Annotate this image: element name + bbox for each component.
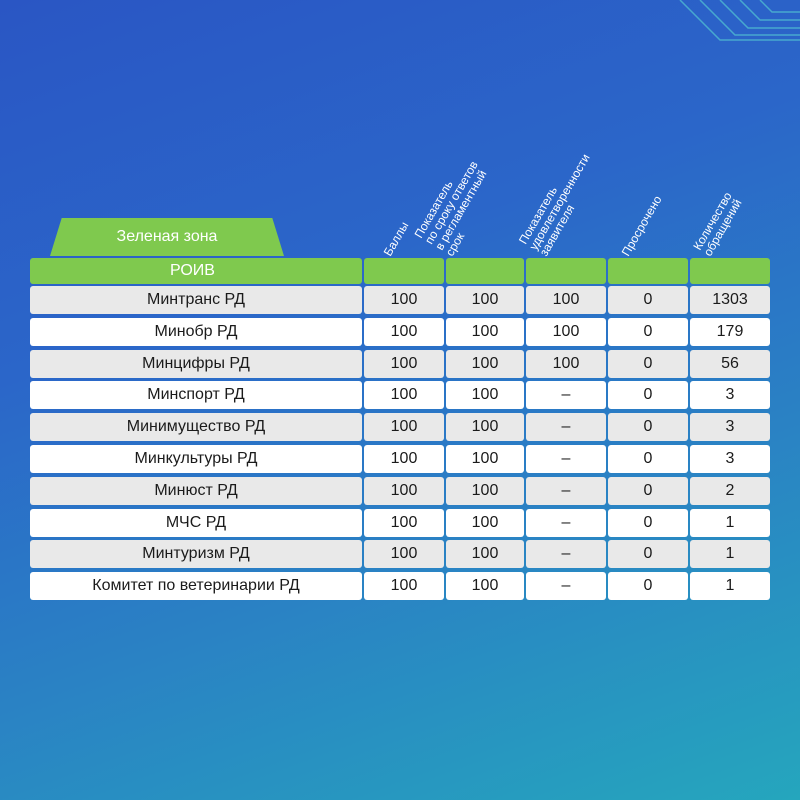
- column-header-overdue: Просрочено: [619, 193, 665, 258]
- cell-count: 1: [690, 509, 770, 537]
- zone-label-tab: Зеленая зона: [50, 218, 284, 256]
- cell-name: Минобр РД: [30, 318, 362, 346]
- cell-count: 179: [690, 318, 770, 346]
- cell-count: 56: [690, 350, 770, 378]
- cell-overdue: 0: [608, 350, 688, 378]
- cell-overdue: 0: [608, 381, 688, 409]
- cell-overdue: 0: [608, 572, 688, 600]
- cell-score: 100: [364, 477, 444, 505]
- group-header-cell: [364, 258, 444, 284]
- cell-count: 3: [690, 445, 770, 473]
- cell-count: 3: [690, 413, 770, 441]
- cell-score: 100: [364, 445, 444, 473]
- column-header-timely-response: Показатель по сроку ответов в регламентн…: [412, 159, 490, 259]
- cell-name: Минтранс РД: [30, 286, 362, 314]
- column-header-request-count: Количество обращений: [690, 190, 744, 259]
- cell-score: 100: [364, 286, 444, 314]
- cell-overdue: 0: [608, 286, 688, 314]
- group-label: РОИВ: [30, 258, 362, 284]
- column-header-score: Баллы: [381, 219, 412, 258]
- cell-count: 2: [690, 477, 770, 505]
- group-header-cell: [608, 258, 688, 284]
- cell-satisfaction: 100: [526, 286, 606, 314]
- cell-overdue: 0: [608, 540, 688, 568]
- cell-satisfaction: 100: [526, 318, 606, 346]
- cell-timely: 100: [446, 413, 524, 441]
- cell-satisfaction: –: [526, 572, 606, 600]
- cell-timely: 100: [446, 286, 524, 314]
- cell-satisfaction: –: [526, 509, 606, 537]
- cell-score: 100: [364, 509, 444, 537]
- cell-satisfaction: –: [526, 381, 606, 409]
- zone-label: Зеленая зона: [116, 228, 218, 245]
- cell-count: 3: [690, 381, 770, 409]
- cell-name: Минкультуры РД: [30, 445, 362, 473]
- cell-timely: 100: [446, 350, 524, 378]
- cell-satisfaction: –: [526, 445, 606, 473]
- cell-count: 1: [690, 572, 770, 600]
- cell-satisfaction: –: [526, 477, 606, 505]
- cell-score: 100: [364, 540, 444, 568]
- cell-timely: 100: [446, 509, 524, 537]
- cell-overdue: 0: [608, 509, 688, 537]
- cell-name: МЧС РД: [30, 509, 362, 537]
- cell-timely: 100: [446, 318, 524, 346]
- cell-timely: 100: [446, 540, 524, 568]
- cell-overdue: 0: [608, 318, 688, 346]
- cell-timely: 100: [446, 572, 524, 600]
- cell-timely: 100: [446, 381, 524, 409]
- cell-timely: 100: [446, 477, 524, 505]
- cell-name: Комитет по ветеринарии РД: [30, 572, 362, 600]
- cell-count: 1: [690, 540, 770, 568]
- cell-overdue: 0: [608, 477, 688, 505]
- cell-overdue: 0: [608, 413, 688, 441]
- group-header-cell: [690, 258, 770, 284]
- cell-count: 1303: [690, 286, 770, 314]
- cell-name: Минспорт РД: [30, 381, 362, 409]
- column-header-satisfaction: Показатель удовлетворенности заявителя: [516, 151, 593, 258]
- group-header-cell: [446, 258, 524, 284]
- cell-score: 100: [364, 413, 444, 441]
- cell-score: 100: [364, 572, 444, 600]
- cell-satisfaction: –: [526, 413, 606, 441]
- cell-score: 100: [364, 318, 444, 346]
- cell-score: 100: [364, 350, 444, 378]
- cell-overdue: 0: [608, 445, 688, 473]
- cell-score: 100: [364, 381, 444, 409]
- cell-name: Минимущество РД: [30, 413, 362, 441]
- cell-name: Минтуризм РД: [30, 540, 362, 568]
- cell-name: Минюст РД: [30, 477, 362, 505]
- cell-timely: 100: [446, 445, 524, 473]
- group-header-cell: [526, 258, 606, 284]
- cell-satisfaction: –: [526, 540, 606, 568]
- cell-satisfaction: 100: [526, 350, 606, 378]
- cell-name: Минцифры РД: [30, 350, 362, 378]
